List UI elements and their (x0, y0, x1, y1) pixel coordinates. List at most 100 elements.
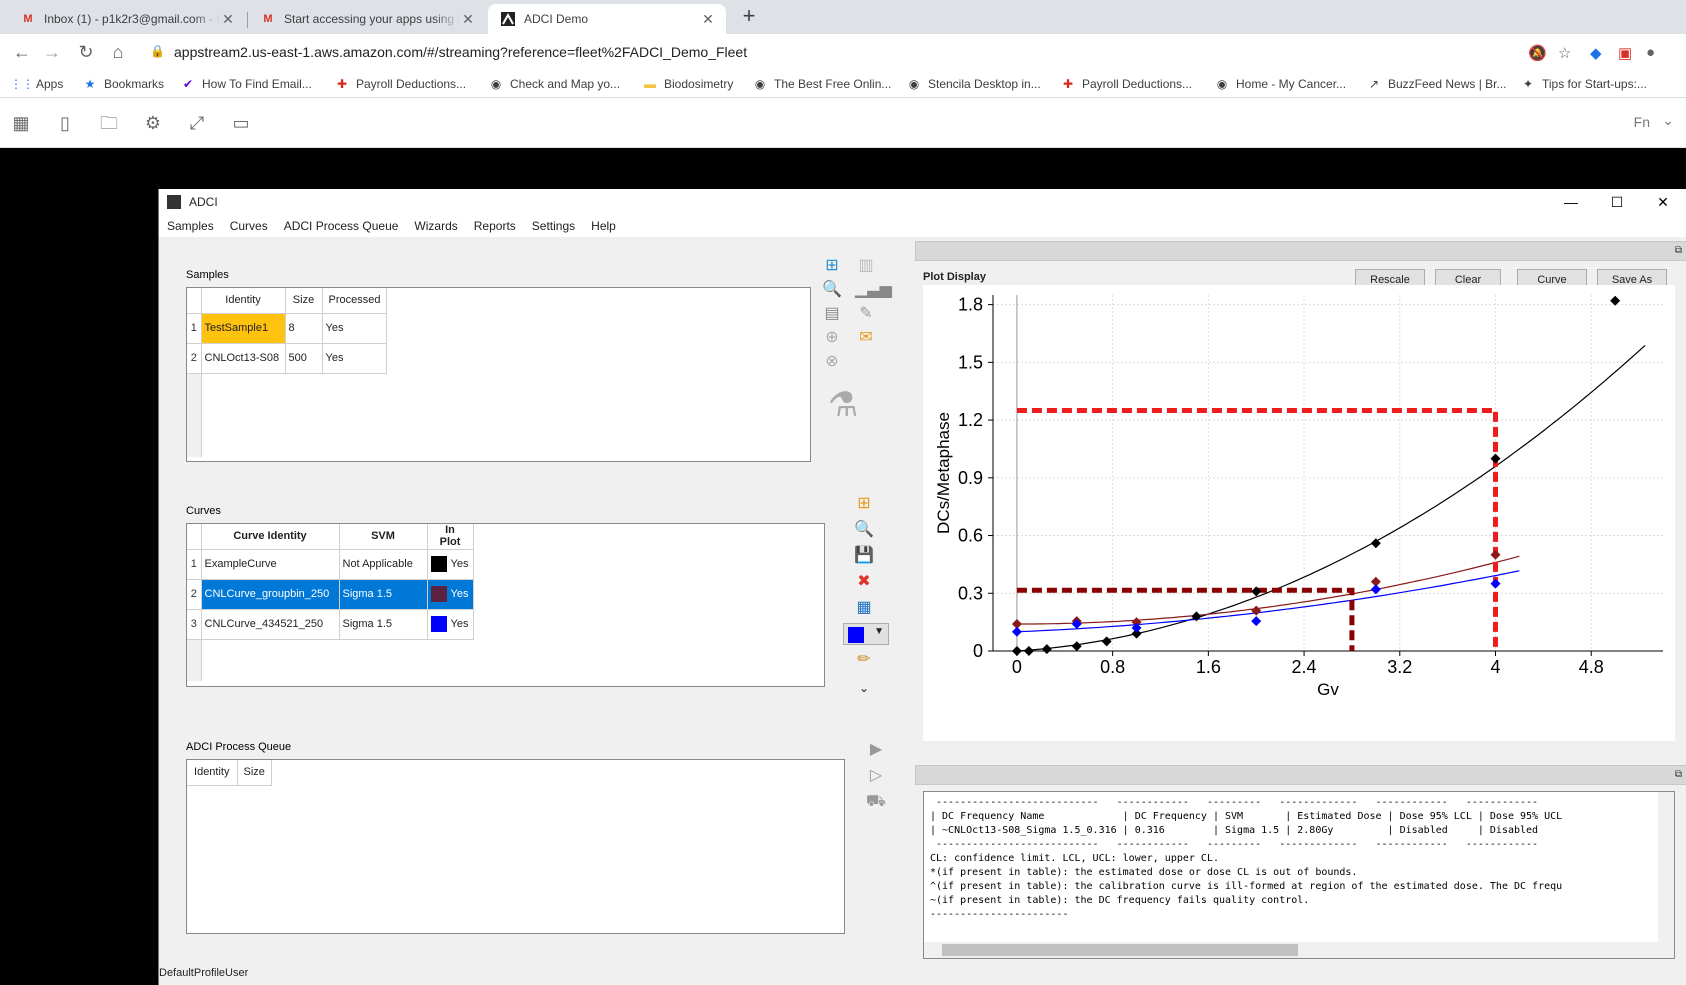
bookmark-check-map[interactable]: ◉ Check and Map yo... (488, 76, 620, 92)
table-row[interactable]: 2 CNLOct13-S08 500 Yes (187, 343, 388, 374)
chevron-down-icon[interactable]: ⌄ (1662, 112, 1674, 128)
curve-svm[interactable]: Not Applicable (339, 549, 428, 580)
table-row[interactable]: 1 ExampleCurve Not Applicable Yes (187, 549, 474, 580)
notifications-blocked-icon[interactable]: 🔕 (1528, 45, 1547, 62)
bookmark-payroll[interactable]: ✚ Payroll Deductions... (334, 76, 466, 92)
bookmark-star-icon[interactable]: ☆ (1558, 45, 1572, 62)
table-row[interactable]: 3 CNLCurve_434521_250 Sigma 1.5 Yes (187, 609, 474, 640)
column-header-identity[interactable]: Identity (187, 760, 238, 786)
curve-identity[interactable]: CNLCurve_groupbin_250 (201, 579, 340, 610)
scroll-thumb[interactable] (942, 944, 1298, 956)
curves-table[interactable]: Curve Identity SVM In Plot 1 ExampleCurv… (186, 523, 825, 687)
bookmark-bookmarks[interactable]: ★ Bookmarks (82, 76, 164, 92)
sample-size[interactable]: 500 (285, 343, 323, 374)
catalog-icon[interactable]: ▦ (12, 113, 30, 133)
plot-area[interactable]: 0 0.8 1.6 2.4 3.2 4 4.8 0 0.3 0.6 0.9 1.2 1.5 1.8 Gv DC… (923, 285, 1675, 741)
tab-inbox[interactable]: M Inbox (1) - p1k2r3@gmail.com - G ✕ (8, 4, 246, 34)
tab-adci-demo[interactable]: ADCI Demo ✕ (488, 4, 726, 34)
microscope-icon[interactable]: ⚗ (827, 386, 859, 424)
forward-icon[interactable]: → (43, 42, 61, 62)
menu-help[interactable]: Help (591, 219, 616, 233)
row-number[interactable]: 1 (187, 313, 202, 344)
curve-color-swatch[interactable] (430, 616, 447, 632)
menu-reports[interactable]: Reports (473, 219, 516, 233)
corner-cell[interactable] (187, 524, 202, 550)
column-header-svm[interactable]: SVM (339, 524, 428, 550)
menu-samples[interactable]: Samples (167, 219, 214, 233)
minimize-icon[interactable]: — (1564, 194, 1578, 210)
remove-sample-icon[interactable]: ⊗ (825, 353, 839, 370)
undock-icon[interactable]: ⧉ (1674, 769, 1682, 780)
row-number[interactable]: 3 (187, 609, 202, 640)
corner-cell[interactable] (187, 288, 202, 314)
add-sample-icon[interactable]: ⊞ (825, 257, 839, 274)
column-header-size[interactable]: Size (285, 288, 323, 314)
curve-identity[interactable]: CNLCurve_434521_250 (201, 609, 340, 640)
bookmark-payroll-2[interactable]: ✚ Payroll Deductions... (1060, 76, 1192, 92)
close-tab-icon[interactable]: ✕ (222, 10, 234, 27)
url-text[interactable]: appstream2.us-east-1.aws.amazon.com/#/st… (174, 44, 748, 60)
add-curve-icon[interactable]: ⊞ (857, 495, 871, 512)
reload-icon[interactable]: ↻ (78, 42, 94, 62)
sample-processed[interactable]: Yes (322, 313, 388, 344)
curve-in-plot[interactable]: Yes (427, 549, 474, 580)
back-icon[interactable]: ← (13, 42, 31, 62)
dose-response-chart[interactable]: 0 0.8 1.6 2.4 3.2 4 4.8 0 0.3 0.6 0.9 1.2 1.5 1.8 Gv DC… (923, 285, 1675, 741)
bookmark-biodosimetry[interactable]: ▬ Biodosimetry (642, 76, 733, 92)
expand-more-icon[interactable]: ⌄ (858, 681, 870, 695)
display-icon[interactable]: ▭ (232, 113, 250, 133)
curve-identity[interactable]: ExampleCurve (201, 549, 340, 580)
output-console[interactable]: --------------------------- ------------… (923, 791, 1675, 959)
delete-curve-icon[interactable]: ✖ (857, 573, 871, 590)
curve-color-picker[interactable]: ▼ (843, 623, 889, 645)
curve-color-swatch[interactable] (430, 556, 447, 572)
close-tab-icon[interactable]: ✕ (702, 10, 714, 27)
profile-icon[interactable]: ● (1646, 44, 1656, 61)
extension-icon[interactable]: ◆ (1590, 45, 1602, 62)
bookmark-startups[interactable]: ✦ Tips for Start-ups:... (1520, 76, 1647, 92)
view-sample-icon[interactable]: 🔍 (822, 281, 842, 298)
calculator-icon[interactable]: ▦ (856, 599, 872, 616)
sample-size[interactable]: 8 (285, 313, 323, 344)
fn-key-label[interactable]: Fn (1633, 114, 1650, 130)
table-row[interactable]: 2 CNLCurve_groupbin_250 Sigma 1.5 Yes (187, 579, 474, 610)
bookmark-best-free[interactable]: ◉ The Best Free Onlin... (752, 76, 892, 92)
folder-icon[interactable]: 🗀 (100, 113, 118, 133)
tab-start-accessing[interactable]: M Start accessing your apps using A ✕ (248, 4, 486, 34)
pdf-extension-icon[interactable]: ▣ (1618, 45, 1633, 62)
column-header-identity[interactable]: Identity (201, 288, 286, 314)
maximize-icon[interactable]: ☐ (1610, 194, 1624, 210)
menu-settings[interactable]: Settings (531, 219, 576, 233)
bookmark-buzzfeed[interactable]: ↗ BuzzFeed News | Br... (1366, 76, 1507, 92)
email-icon[interactable]: ✉ (859, 329, 873, 346)
add-to-queue-icon[interactable]: ⊕ (825, 329, 839, 346)
row-number[interactable]: 2 (187, 343, 202, 374)
plot-dock-titlebar[interactable]: ⧉ (915, 241, 1686, 261)
queue-table[interactable]: Identity Size (186, 759, 845, 934)
sample-identity[interactable]: CNLOct13-S08 (201, 343, 286, 374)
curve-svm[interactable]: Sigma 1.5 (339, 579, 428, 610)
close-icon[interactable]: ✕ (1657, 194, 1669, 210)
calendar-icon[interactable]: ▤ (824, 305, 840, 322)
output-dock-titlebar[interactable]: ⧉ (915, 765, 1686, 785)
pencil-icon[interactable]: ✏ (857, 651, 871, 668)
column-header-curve-identity[interactable]: Curve Identity (201, 524, 340, 550)
fullscreen-icon[interactable]: ⤢ (189, 113, 205, 133)
row-number[interactable]: 2 (187, 579, 202, 610)
bookmark-find-email[interactable]: ✔ How To Find Email... (180, 76, 312, 92)
cart-icon[interactable]: ⛟ (865, 793, 887, 810)
close-tab-icon[interactable]: ✕ (462, 10, 474, 27)
column-header-processed[interactable]: Processed (322, 288, 388, 314)
home-icon[interactable]: ⌂ (112, 42, 124, 62)
samples-table[interactable]: Identity Size Processed 1 TestSample1 8 … (186, 287, 811, 462)
vertical-scrollbar[interactable] (1658, 792, 1674, 942)
new-tab-button[interactable]: + (742, 3, 756, 28)
column-header-in-plot[interactable]: In Plot (427, 524, 474, 550)
bar-chart-icon[interactable]: ▥ (858, 257, 874, 274)
edit-icon[interactable]: ✎ (859, 305, 873, 322)
menu-process-queue[interactable]: ADCI Process Queue (283, 219, 399, 233)
address-bar[interactable]: 🔒 appstream2.us-east-1.aws.amazon.com/#/… (146, 38, 1686, 66)
curve-in-plot[interactable]: Yes (427, 579, 474, 610)
undock-icon[interactable]: ⧉ (1674, 245, 1682, 256)
bookmark-apps[interactable]: ⋮⋮ Apps (10, 76, 63, 92)
